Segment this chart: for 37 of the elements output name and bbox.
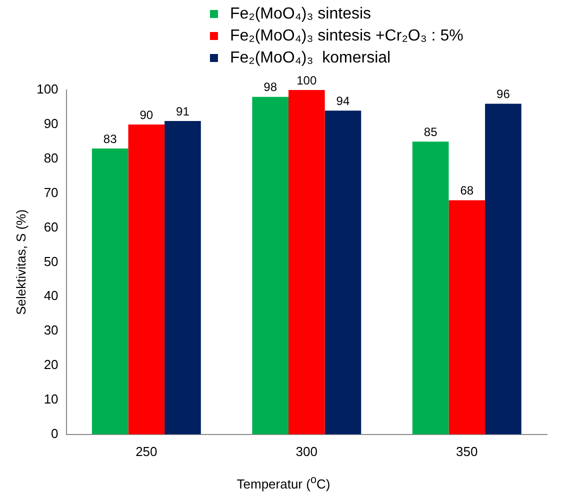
bar [448, 200, 486, 434]
y-tick-label: 0 [51, 426, 58, 441]
x-tick-label: 300 [296, 444, 318, 459]
y-tick-label: 60 [44, 219, 58, 234]
data-label: 98 [264, 80, 278, 94]
data-label: 83 [103, 132, 118, 146]
y-tick-label: 70 [44, 184, 58, 200]
data-label: 90 [140, 108, 154, 122]
data-label: 68 [460, 184, 474, 198]
x-tick-label: 250 [136, 444, 158, 459]
legend-label: Fe₂(MoO₄)₃ sintesis +Cr₂O₃ : 5% [230, 27, 464, 44]
legend-label: Fe₂(MoO₄)₃ komersial [230, 49, 391, 66]
bar [485, 104, 522, 434]
bar [288, 90, 325, 434]
y-tick-label: 40 [44, 288, 58, 304]
y-axis-title: Selektivitas, S (%) [13, 209, 28, 315]
y-tick-label: 50 [44, 254, 58, 269]
y-tick-label: 90 [44, 116, 58, 132]
bar [92, 148, 128, 434]
bar [252, 96, 288, 434]
data-label: 94 [336, 94, 350, 108]
data-label: 96 [496, 87, 510, 102]
bar [128, 124, 165, 434]
x-tick-label: 350 [456, 444, 478, 459]
legend-label: Fe₂(MoO₄)₃ sintesis [230, 5, 372, 22]
data-label: 100 [296, 73, 317, 88]
y-tick-label: 100 [36, 82, 58, 97]
bar [164, 120, 201, 434]
y-tick-label: 30 [44, 322, 58, 338]
y-tick-label: 10 [44, 392, 58, 407]
y-tick-label: 20 [44, 357, 58, 372]
x-axis-title: Temperatur ($^{o}$C) [236, 474, 332, 492]
bar [412, 142, 449, 434]
data-label: 85 [424, 124, 438, 139]
data-label: 91 [176, 104, 190, 118]
y-tick-label: 80 [44, 150, 58, 166]
bar [324, 110, 362, 434]
